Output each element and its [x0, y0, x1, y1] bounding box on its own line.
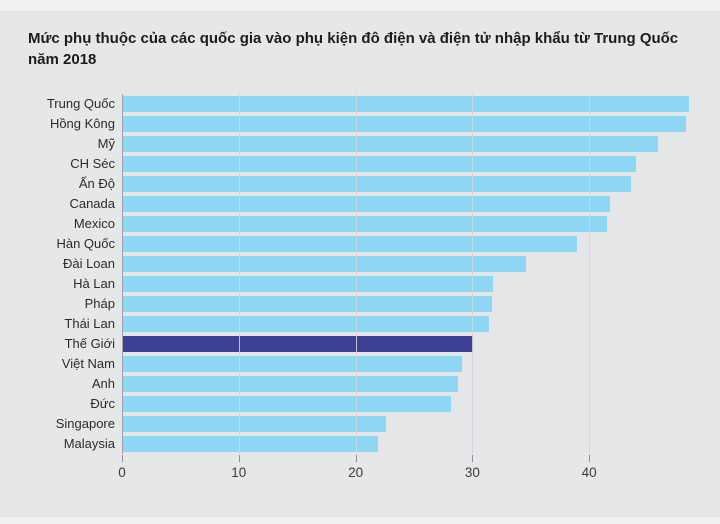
category-label-viet-nam: Việt Nam	[61, 356, 115, 371]
y-axis-line	[122, 94, 123, 454]
x-tick-10	[238, 455, 240, 462]
bar-thai-lan	[123, 316, 489, 332]
bar-duc	[123, 396, 452, 412]
x-tick-40	[589, 455, 591, 462]
bar-ha-lan	[123, 276, 494, 292]
category-label-singapore: Singapore	[55, 416, 115, 431]
category-label-phap: Pháp	[84, 296, 115, 311]
category-label-my: Mỹ	[97, 136, 115, 151]
category-label-mexico: Mexico	[73, 216, 115, 231]
x-tick-30	[472, 455, 474, 462]
bar-singapore	[123, 416, 386, 432]
x-tick-0	[122, 455, 123, 462]
gridline-40	[589, 94, 591, 454]
x-tick-label-40: 40	[581, 465, 597, 480]
x-tick-label-20: 20	[348, 465, 364, 480]
bar-an-do	[123, 176, 632, 192]
bar-viet-nam	[123, 356, 462, 372]
chart-title: Mức phụ thuộc của các quốc gia vào phụ k…	[28, 30, 679, 68]
category-label-han-quoc: Hàn Quốc	[56, 236, 115, 251]
category-label-canada: Canada	[69, 196, 115, 211]
category-label-trung-quoc: Trung Quốc	[46, 96, 115, 111]
bar-my	[123, 136, 658, 152]
bar-the-gioi	[123, 336, 474, 352]
gridline-30	[472, 94, 474, 454]
x-tick-20	[355, 455, 357, 462]
bar-mexico	[123, 216, 607, 232]
bar-han-quoc	[123, 236, 578, 252]
bar-dai-loan	[123, 256, 526, 272]
bar-ch-sec	[123, 156, 636, 172]
category-label-dai-loan: Đài Loan	[62, 256, 115, 271]
bar-canada	[123, 196, 611, 212]
bottom-edge-strip	[0, 517, 720, 524]
bar-malaysia	[123, 436, 378, 452]
gridline-20	[355, 94, 357, 454]
x-tick-label-30: 30	[464, 465, 480, 480]
gridline-10	[238, 94, 240, 454]
category-label-malaysia: Malaysia	[63, 436, 115, 451]
bar-trung-quoc	[123, 96, 690, 112]
category-label-ch-sec: CH Séc	[70, 156, 115, 171]
bar-hong-kong	[123, 116, 686, 132]
x-tick-label-0: 0	[118, 465, 126, 480]
category-label-duc: Đức	[90, 396, 115, 411]
category-label-thai-lan: Thái Lan	[64, 316, 115, 331]
bar-anh	[123, 376, 459, 392]
category-label-anh: Anh	[91, 376, 115, 391]
top-edge-strip	[0, 0, 720, 11]
category-label-an-do: Ấn Độ	[78, 176, 115, 191]
x-tick-label-10: 10	[231, 465, 247, 480]
category-label-hong-kong: Hồng Kông	[49, 116, 115, 131]
bar-phap	[123, 296, 493, 312]
category-label-the-gioi: Thế Giới	[64, 336, 115, 351]
category-label-ha-lan: Hà Lan	[73, 276, 115, 291]
